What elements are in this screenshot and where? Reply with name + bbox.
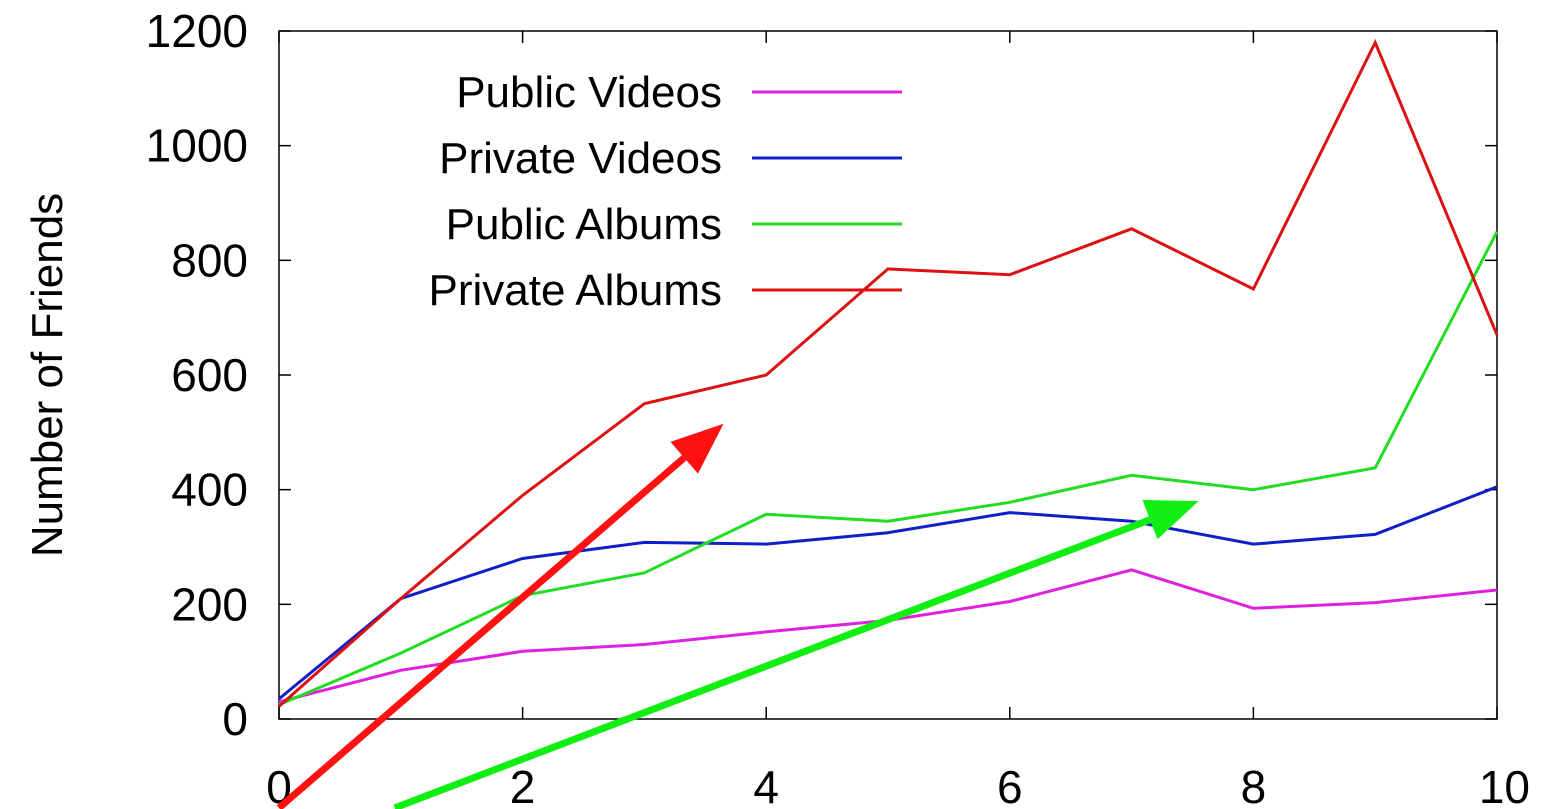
legend-label: Private Videos xyxy=(439,134,722,183)
legend: Public Videos Private Videos Public Albums… xyxy=(429,68,902,315)
y-tick-label: 800 xyxy=(171,234,248,286)
legend-label: Public Albums xyxy=(446,200,722,249)
y-tick-label: 200 xyxy=(171,578,248,630)
legend-label: Public Videos xyxy=(456,68,722,117)
arrow-shaft xyxy=(276,455,687,809)
annotation-arrow xyxy=(393,500,1199,809)
arrow-head xyxy=(670,423,724,474)
y-tick-label: 0 xyxy=(222,693,248,745)
series-line-private-videos xyxy=(278,485,1498,701)
arrow-shaft xyxy=(393,516,1152,809)
annotation-arrow xyxy=(276,423,724,809)
x-tick-label: 10 xyxy=(1479,761,1530,809)
series-line-public-albums xyxy=(278,231,1499,707)
annotation-layer xyxy=(276,423,1199,809)
x-tick-label: 8 xyxy=(1241,761,1267,809)
series-line-private-albums xyxy=(278,38,1499,708)
x-tick-label: 2 xyxy=(510,761,536,809)
y-tick-label: 600 xyxy=(171,349,248,401)
x-tick-label: 6 xyxy=(997,761,1023,809)
y-tick-label: 1000 xyxy=(146,120,248,172)
y-tick-label: 1200 xyxy=(146,5,248,57)
series-line-public-videos xyxy=(278,568,1498,704)
x-tick-label: 4 xyxy=(753,761,779,809)
y-tick-label: 400 xyxy=(171,464,248,516)
legend-label: Private Albums xyxy=(429,266,722,315)
arrow-head xyxy=(1142,500,1199,540)
y-axis-title: Number of Friends xyxy=(23,193,72,557)
